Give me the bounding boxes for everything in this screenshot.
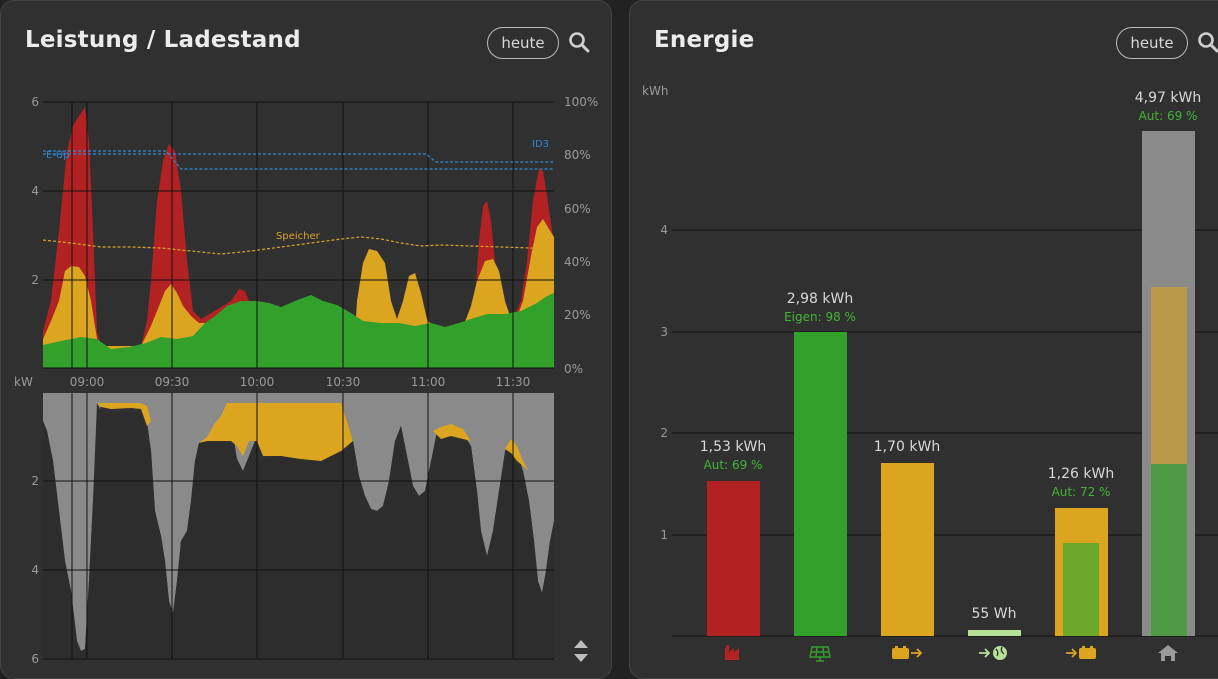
eup-soc-line [43, 150, 554, 170]
x-tick: 11:00 [411, 375, 446, 389]
bar [968, 630, 1021, 636]
y2-tick: 40% [564, 255, 591, 269]
bar-solar[interactable]: 2,98 kWh Eigen: 98 % [784, 291, 856, 636]
bar [881, 463, 934, 636]
y-tick: 2 [31, 474, 39, 488]
bar-battery-charge[interactable]: 1,26 kWh Aut: 72 % [1048, 466, 1114, 636]
energy-card-title: Energie [654, 27, 755, 53]
date-button[interactable]: heute [1116, 27, 1188, 59]
bar-value: 2,98 kWh [787, 291, 853, 307]
bar-house[interactable]: 4,97 kWh Aut: 69 % [1135, 90, 1201, 636]
energy-card: Energie heute kWh 4 3 2 1 1,53 kWh Aut: … [629, 0, 1218, 679]
y2-tick: 60% [564, 202, 591, 216]
search-icon[interactable] [568, 31, 590, 53]
id3-label: ID3 [532, 139, 549, 150]
id3-soc-line [43, 153, 554, 163]
power-chart: E-Up ID3 Speicher 6 4 2 100% 80% 60% 40%… [14, 95, 598, 666]
x-tick: 10:00 [240, 375, 275, 389]
solar-panel-icon [809, 646, 831, 662]
unit-label: kW [14, 375, 33, 389]
unit-label: kWh [642, 84, 668, 98]
bar-value: 4,97 kWh [1135, 90, 1201, 106]
power-card-title: Leistung / Ladestand [25, 27, 301, 53]
sort-icon[interactable] [572, 638, 590, 664]
y-tick: 4 [31, 563, 39, 577]
bar-subtext: Aut: 72 % [1052, 485, 1111, 499]
x-tick: 11:30 [496, 375, 531, 389]
y-tick: 1 [660, 528, 668, 542]
bar-battery-portion [1151, 287, 1187, 464]
bar [794, 332, 847, 636]
bar-solar-portion [1063, 543, 1099, 636]
eup-label: E-Up [46, 150, 70, 161]
battery-discharge-icon [892, 646, 923, 659]
bar-value: 55 Wh [972, 606, 1017, 622]
bar-subtext: Aut: 69 % [704, 458, 763, 472]
solar-area [43, 293, 554, 368]
bar-battery-discharge[interactable]: 1,70 kWh [874, 439, 940, 636]
storage-soc-line [42, 236, 555, 255]
y2-tick: 80% [564, 148, 591, 162]
bar-value: 1,26 kWh [1048, 466, 1114, 482]
battery-charge-area [97, 403, 529, 471]
battery-charge-icon [1066, 646, 1096, 659]
x-tick: 09:30 [155, 375, 190, 389]
power-bottom-chart: 2 4 6 [31, 393, 554, 666]
y2-tick: 0% [564, 362, 583, 376]
bottom-gridlines [43, 393, 554, 660]
bar-subtext: Aut: 69 % [1139, 109, 1198, 123]
bar-grid-export[interactable]: 55 Wh [968, 606, 1021, 636]
power-top-chart: E-Up ID3 Speicher 6 4 2 100% 80% 60% 40%… [14, 95, 598, 389]
top-gridlines [43, 101, 554, 369]
bar-subtext: Eigen: 98 % [784, 310, 856, 324]
house-under-area [43, 403, 554, 659]
factory-icon [725, 645, 739, 660]
y2-tick: 100% [564, 95, 598, 109]
y-tick: 4 [31, 184, 39, 198]
bar [707, 481, 760, 636]
grid-export-icon [979, 646, 1007, 660]
storage-label: Speicher [276, 231, 321, 242]
bar-value: 1,53 kWh [700, 439, 766, 455]
home-icon [1158, 645, 1178, 661]
bar-grid-import[interactable]: 1,53 kWh Aut: 69 % [700, 439, 766, 636]
date-button[interactable]: heute [487, 27, 559, 59]
y-tick: 3 [660, 325, 668, 339]
x-tick: 10:30 [326, 375, 361, 389]
bar-solar-portion [1151, 464, 1187, 636]
y-tick: 4 [660, 223, 668, 237]
search-icon[interactable] [1197, 31, 1218, 53]
x-tick: 09:00 [70, 375, 105, 389]
bar-value: 1,70 kWh [874, 439, 940, 455]
y-tick: 6 [31, 652, 39, 666]
y-tick: 2 [660, 426, 668, 440]
y-tick: 6 [31, 95, 39, 109]
power-card: Leistung / Ladestand heute [0, 0, 612, 679]
house-consumption-area [43, 393, 554, 651]
y-tick: 2 [31, 273, 39, 287]
y2-tick: 20% [564, 308, 591, 322]
energy-chart: kWh 4 3 2 1 1,53 kWh Aut: 69 % 2,98 kWh … [642, 84, 1218, 662]
